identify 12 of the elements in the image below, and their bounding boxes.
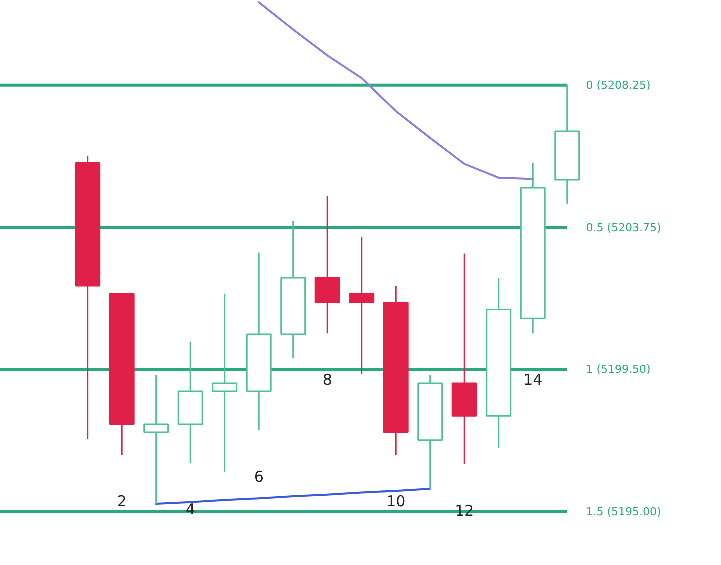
candlestick xyxy=(212,293,238,473)
candlestick xyxy=(144,374,170,505)
text: 0.5 (5203.75) xyxy=(586,221,662,234)
text: 1.5 (5195.00) xyxy=(586,506,662,519)
text: 0 (5208.25) xyxy=(586,78,651,92)
x-tick-label: 6 xyxy=(254,468,264,486)
candlestick xyxy=(349,236,375,376)
x-tick-label: 10 xyxy=(386,492,406,511)
x-tick-label: 2 xyxy=(117,492,127,511)
x-tick-label: 14 xyxy=(524,371,543,390)
x-tick-label: 8 xyxy=(322,371,332,390)
text: 1 (5199.50) xyxy=(586,363,651,376)
